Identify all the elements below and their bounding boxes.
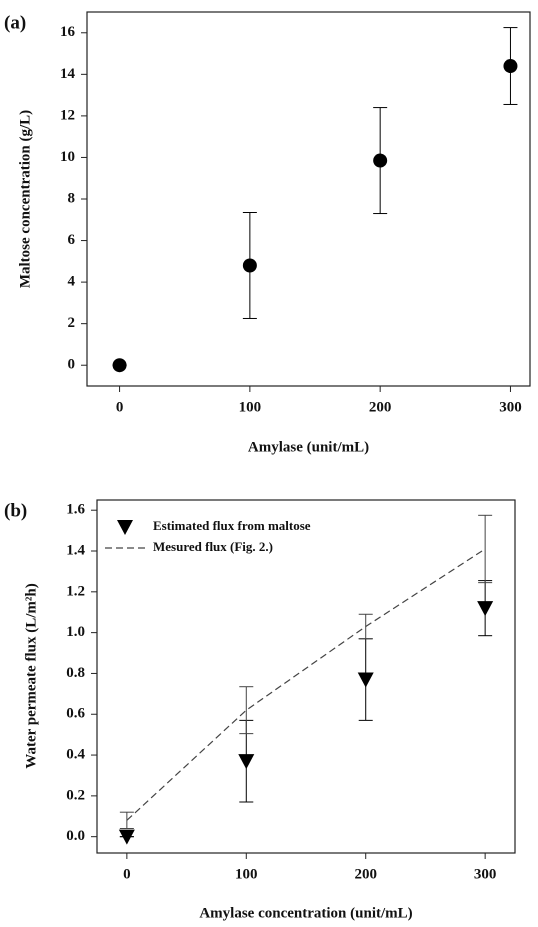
legend-marker xyxy=(117,520,133,535)
x-tick-label: 100 xyxy=(235,866,258,882)
plot-frame xyxy=(86,11,531,387)
marker xyxy=(242,258,257,273)
y-tick-label: 12 xyxy=(60,107,75,123)
x-tick-label: 200 xyxy=(369,399,392,415)
x-tick-label: 300 xyxy=(474,866,497,882)
marker xyxy=(373,153,388,168)
y-tick-label: 0.4 xyxy=(66,746,85,762)
y-axis-title: Maltose concentration (g/L) xyxy=(17,110,33,288)
legend-label: Estimated flux from maltose xyxy=(153,518,311,533)
x-tick-label: 300 xyxy=(499,399,522,415)
y-tick-label: 8 xyxy=(68,190,76,206)
y-tick-label: 0.2 xyxy=(66,787,85,803)
x-tick-label: 100 xyxy=(239,399,262,415)
marker xyxy=(357,672,374,688)
y-tick-label: 10 xyxy=(60,149,75,165)
marker xyxy=(112,358,127,373)
marker xyxy=(477,601,494,617)
y-tick-label: 1.6 xyxy=(66,502,85,518)
x-axis-title: Amylase concentration (unit/mL) xyxy=(199,905,412,921)
y-tick-label: 6 xyxy=(68,232,76,248)
line xyxy=(126,548,486,821)
y-tick-label: 2 xyxy=(68,315,76,331)
x-tick-label: 0 xyxy=(116,399,124,415)
y-tick-label: 0 xyxy=(68,357,76,373)
y-tick-label: 16 xyxy=(60,24,76,40)
x-tick-label: 200 xyxy=(354,866,377,882)
marker xyxy=(118,829,135,845)
y-tick-label: 0.6 xyxy=(66,706,85,722)
panel-label: (a) xyxy=(4,12,26,33)
y-tick-label: 1.2 xyxy=(66,583,85,599)
y-axis-title: Water permeate flux (L/m²h) xyxy=(23,583,39,768)
y-tick-label: 0.0 xyxy=(66,828,85,844)
x-tick-label: 0 xyxy=(123,866,131,882)
marker xyxy=(238,754,255,770)
panel-label: (b) xyxy=(4,500,27,521)
y-tick-label: 14 xyxy=(60,66,76,82)
marker xyxy=(503,59,518,74)
y-tick-label: 1.0 xyxy=(66,624,85,640)
y-tick-label: 0.8 xyxy=(66,665,85,681)
legend-label: Mesured flux (Fig. 2.) xyxy=(153,539,273,554)
y-tick-label: 1.4 xyxy=(66,542,85,558)
y-tick-label: 4 xyxy=(68,274,76,290)
x-axis-title: Amylase (unit/mL) xyxy=(248,439,369,455)
plot-frame xyxy=(96,499,516,854)
